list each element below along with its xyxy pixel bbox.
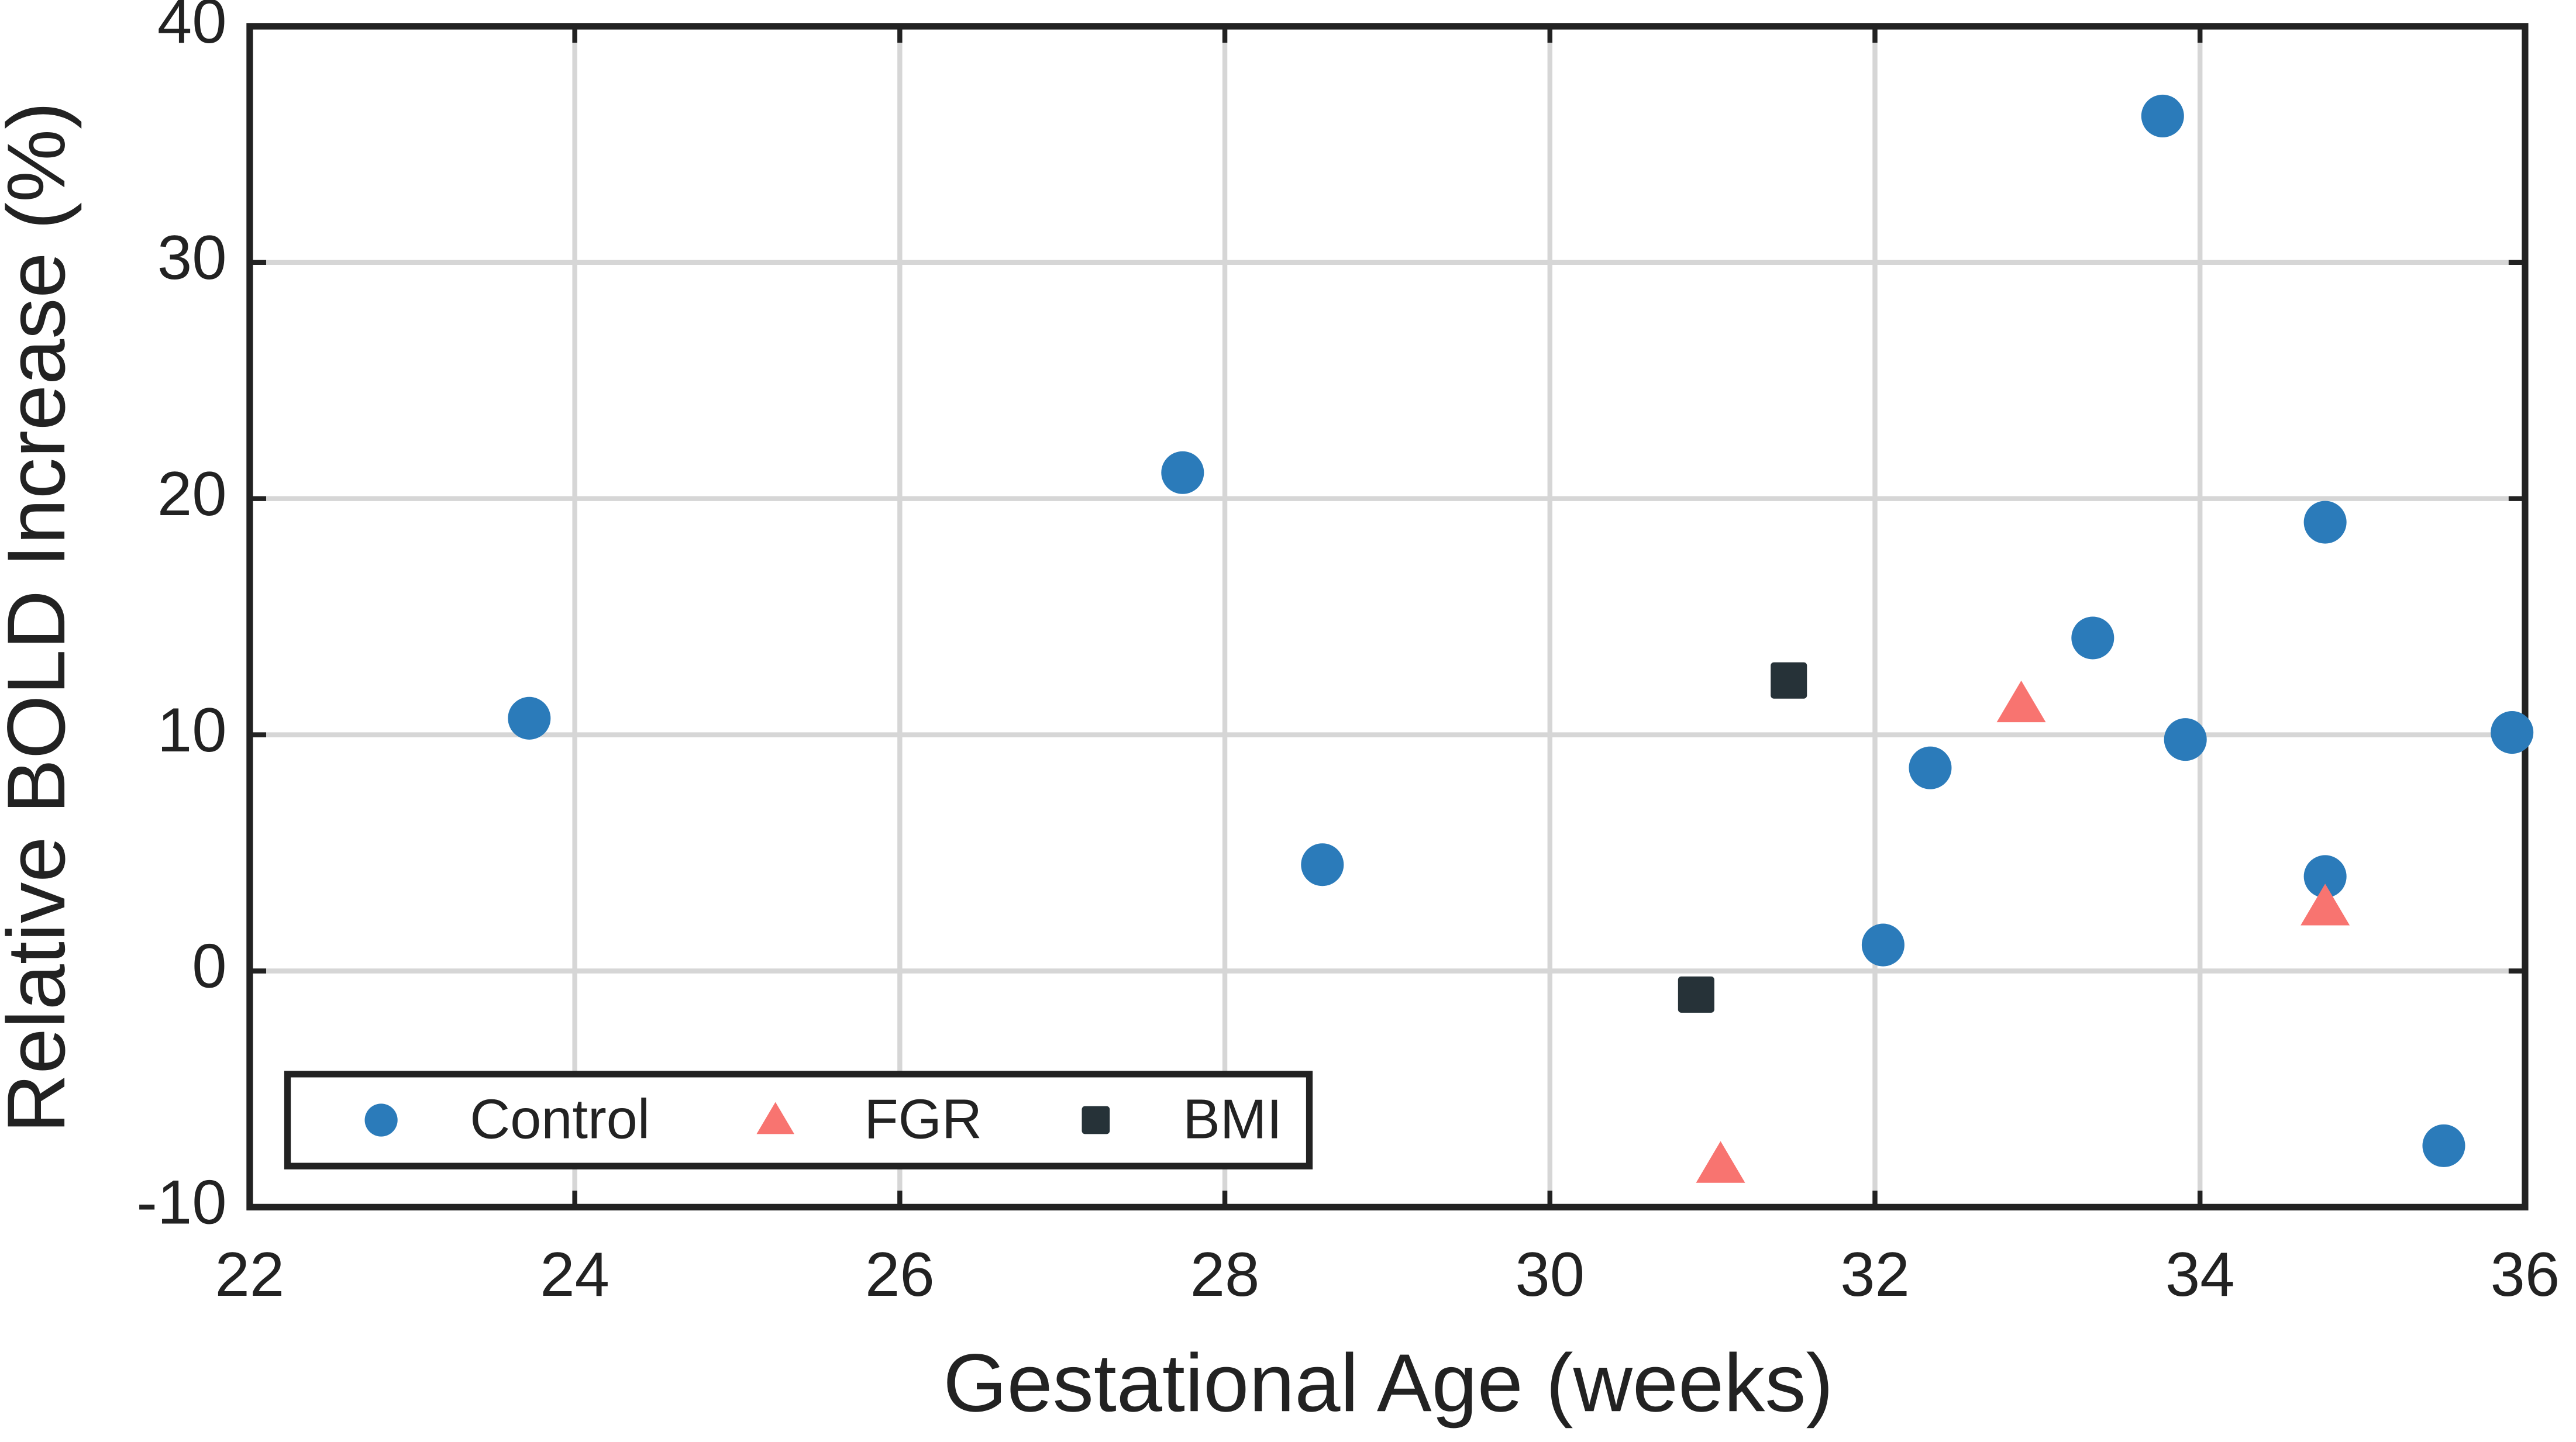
circle-marker — [2303, 501, 2347, 544]
triangle-marker — [1696, 1141, 1745, 1183]
circle-marker — [2303, 855, 2347, 898]
legend-label: FGR — [864, 1088, 982, 1150]
triangle-marker — [2301, 884, 2350, 926]
y-axis-label: Relative BOLD Increase (%) — [0, 102, 82, 1133]
circle-marker — [1909, 746, 1952, 789]
circle-marker — [2164, 718, 2207, 761]
circle-marker — [2491, 711, 2534, 754]
x-tick-label: 30 — [1515, 1239, 1585, 1309]
circle-marker — [1301, 843, 1344, 886]
x-tick-label: 34 — [2165, 1239, 2235, 1309]
x-axis-label: Gestational Age (weeks) — [943, 1337, 1833, 1429]
square-marker — [1082, 1106, 1110, 1134]
plot-frame — [246, 23, 2529, 1210]
square-marker — [1678, 976, 1714, 1013]
circle-marker — [508, 696, 551, 740]
circle-marker — [2141, 94, 2184, 137]
x-tick-label: 24 — [540, 1239, 609, 1309]
x-tick-label: 26 — [865, 1239, 935, 1309]
y-tick-label: 40 — [157, 0, 227, 56]
square-marker — [1771, 662, 1807, 699]
y-tick-label: 0 — [192, 931, 226, 1001]
legend-label: BMI — [1183, 1088, 1282, 1150]
circle-marker — [2071, 616, 2114, 660]
x-tick-label: 32 — [1840, 1239, 1910, 1309]
y-tick-label: 10 — [157, 695, 227, 765]
triangle-marker — [756, 1102, 794, 1134]
x-tick-label: 28 — [1190, 1239, 1260, 1309]
legend-label: Control — [470, 1088, 650, 1150]
x-tick-label: 36 — [2491, 1239, 2560, 1309]
circle-marker — [364, 1103, 398, 1137]
y-tick-label: -10 — [136, 1167, 226, 1237]
circle-marker — [1161, 451, 1204, 494]
triangle-marker — [1996, 680, 2046, 723]
x-tick-label: 22 — [215, 1239, 285, 1309]
y-tick-label: 30 — [157, 222, 227, 292]
y-tick-label: 20 — [157, 458, 227, 529]
circle-marker — [1861, 923, 1905, 967]
legend-box — [284, 1071, 1313, 1170]
circle-marker — [2422, 1124, 2465, 1167]
